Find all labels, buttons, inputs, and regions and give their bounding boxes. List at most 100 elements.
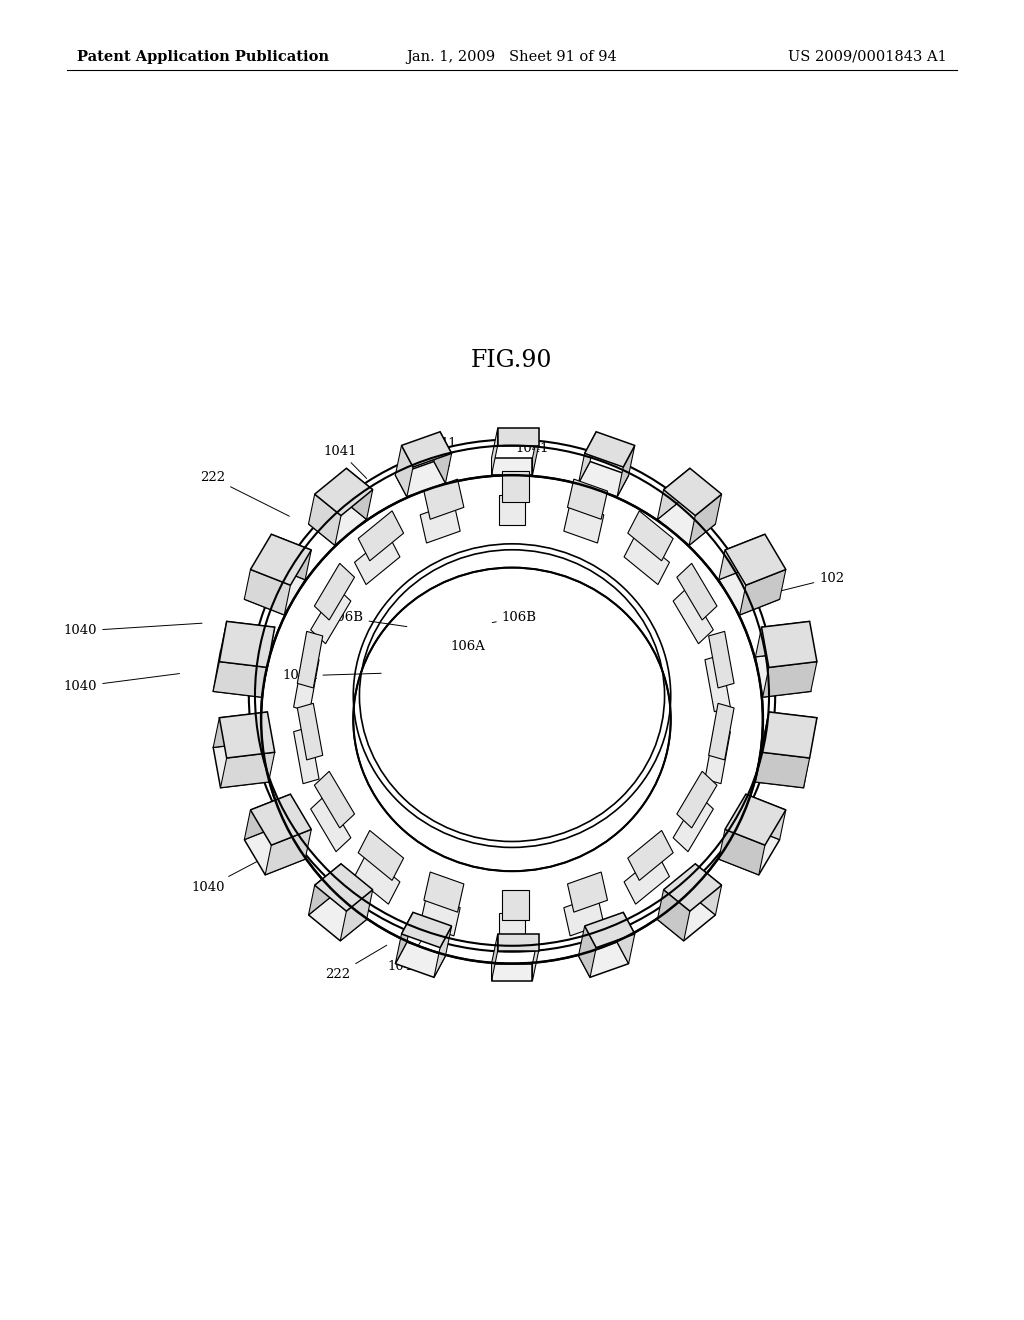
Polygon shape <box>358 830 403 880</box>
Polygon shape <box>499 495 525 525</box>
Polygon shape <box>308 494 341 545</box>
Polygon shape <box>499 913 525 944</box>
Text: 1040: 1040 <box>63 673 179 693</box>
Polygon shape <box>677 771 717 828</box>
Polygon shape <box>628 511 673 561</box>
Polygon shape <box>213 651 268 697</box>
Polygon shape <box>624 854 670 904</box>
Polygon shape <box>756 742 811 788</box>
Polygon shape <box>705 655 730 711</box>
Polygon shape <box>492 428 498 475</box>
Polygon shape <box>354 854 400 904</box>
Polygon shape <box>245 569 291 615</box>
Polygon shape <box>314 469 373 516</box>
Polygon shape <box>756 622 810 657</box>
Polygon shape <box>739 569 785 615</box>
Polygon shape <box>219 622 274 668</box>
Polygon shape <box>213 711 267 747</box>
Polygon shape <box>294 727 319 784</box>
Text: 102: 102 <box>761 572 845 595</box>
Polygon shape <box>719 535 765 579</box>
Polygon shape <box>424 479 464 519</box>
Polygon shape <box>532 428 539 475</box>
Polygon shape <box>395 462 445 496</box>
Polygon shape <box>579 942 629 977</box>
Polygon shape <box>673 795 714 851</box>
Polygon shape <box>420 503 460 543</box>
Polygon shape <box>220 622 274 657</box>
Polygon shape <box>297 631 323 688</box>
Polygon shape <box>564 896 604 936</box>
Polygon shape <box>673 587 714 644</box>
Polygon shape <box>420 896 460 936</box>
Text: US 2009/0001843 A1: US 2009/0001843 A1 <box>788 50 947 63</box>
Polygon shape <box>585 432 635 467</box>
Polygon shape <box>617 445 635 496</box>
Text: 222: 222 <box>326 945 387 981</box>
Polygon shape <box>756 651 811 697</box>
Polygon shape <box>567 479 607 519</box>
Polygon shape <box>756 752 810 788</box>
Polygon shape <box>579 462 629 496</box>
Text: 1040: 1040 <box>388 933 427 973</box>
Polygon shape <box>762 622 817 668</box>
Polygon shape <box>725 795 785 845</box>
Polygon shape <box>401 912 452 948</box>
Polygon shape <box>719 829 765 875</box>
Polygon shape <box>498 935 539 952</box>
Polygon shape <box>657 890 690 941</box>
Polygon shape <box>265 829 311 875</box>
Polygon shape <box>395 912 413 964</box>
Polygon shape <box>492 935 498 981</box>
Polygon shape <box>657 894 716 941</box>
Text: 106A: 106A <box>283 669 381 682</box>
Text: 222: 222 <box>200 471 290 516</box>
Polygon shape <box>719 564 779 615</box>
Text: Patent Application Publication: Patent Application Publication <box>77 50 329 63</box>
Polygon shape <box>314 863 373 911</box>
Polygon shape <box>219 711 274 758</box>
Polygon shape <box>213 742 268 788</box>
Polygon shape <box>763 661 817 697</box>
Polygon shape <box>628 830 673 880</box>
Text: 106B: 106B <box>329 611 407 627</box>
Polygon shape <box>657 469 690 519</box>
Polygon shape <box>705 727 730 784</box>
Polygon shape <box>310 795 351 851</box>
Polygon shape <box>532 935 539 981</box>
Polygon shape <box>503 890 529 920</box>
Polygon shape <box>213 661 267 697</box>
Polygon shape <box>725 535 785 585</box>
Polygon shape <box>245 564 305 615</box>
Polygon shape <box>585 912 635 948</box>
Polygon shape <box>579 432 596 483</box>
Text: 1041: 1041 <box>512 442 549 475</box>
Polygon shape <box>617 912 635 964</box>
Polygon shape <box>492 964 532 981</box>
Polygon shape <box>308 498 367 545</box>
Polygon shape <box>251 535 311 585</box>
Polygon shape <box>677 564 717 620</box>
Polygon shape <box>492 458 532 475</box>
Polygon shape <box>401 432 452 467</box>
Polygon shape <box>434 432 452 483</box>
Polygon shape <box>308 863 341 915</box>
Polygon shape <box>664 469 722 516</box>
Polygon shape <box>664 863 722 911</box>
Polygon shape <box>340 469 373 519</box>
Polygon shape <box>709 631 734 688</box>
Polygon shape <box>265 535 311 579</box>
Polygon shape <box>564 503 604 543</box>
Polygon shape <box>503 471 529 502</box>
Polygon shape <box>424 873 464 912</box>
Polygon shape <box>245 795 291 840</box>
Text: 1040: 1040 <box>63 623 202 638</box>
Polygon shape <box>395 445 413 496</box>
Polygon shape <box>579 927 596 977</box>
Text: 1041: 1041 <box>324 445 367 479</box>
Polygon shape <box>297 704 323 760</box>
Text: 1040: 1040 <box>191 846 287 894</box>
Polygon shape <box>251 795 311 845</box>
Text: Jan. 1, 2009   Sheet 91 of 94: Jan. 1, 2009 Sheet 91 of 94 <box>407 50 617 63</box>
Polygon shape <box>314 771 354 828</box>
